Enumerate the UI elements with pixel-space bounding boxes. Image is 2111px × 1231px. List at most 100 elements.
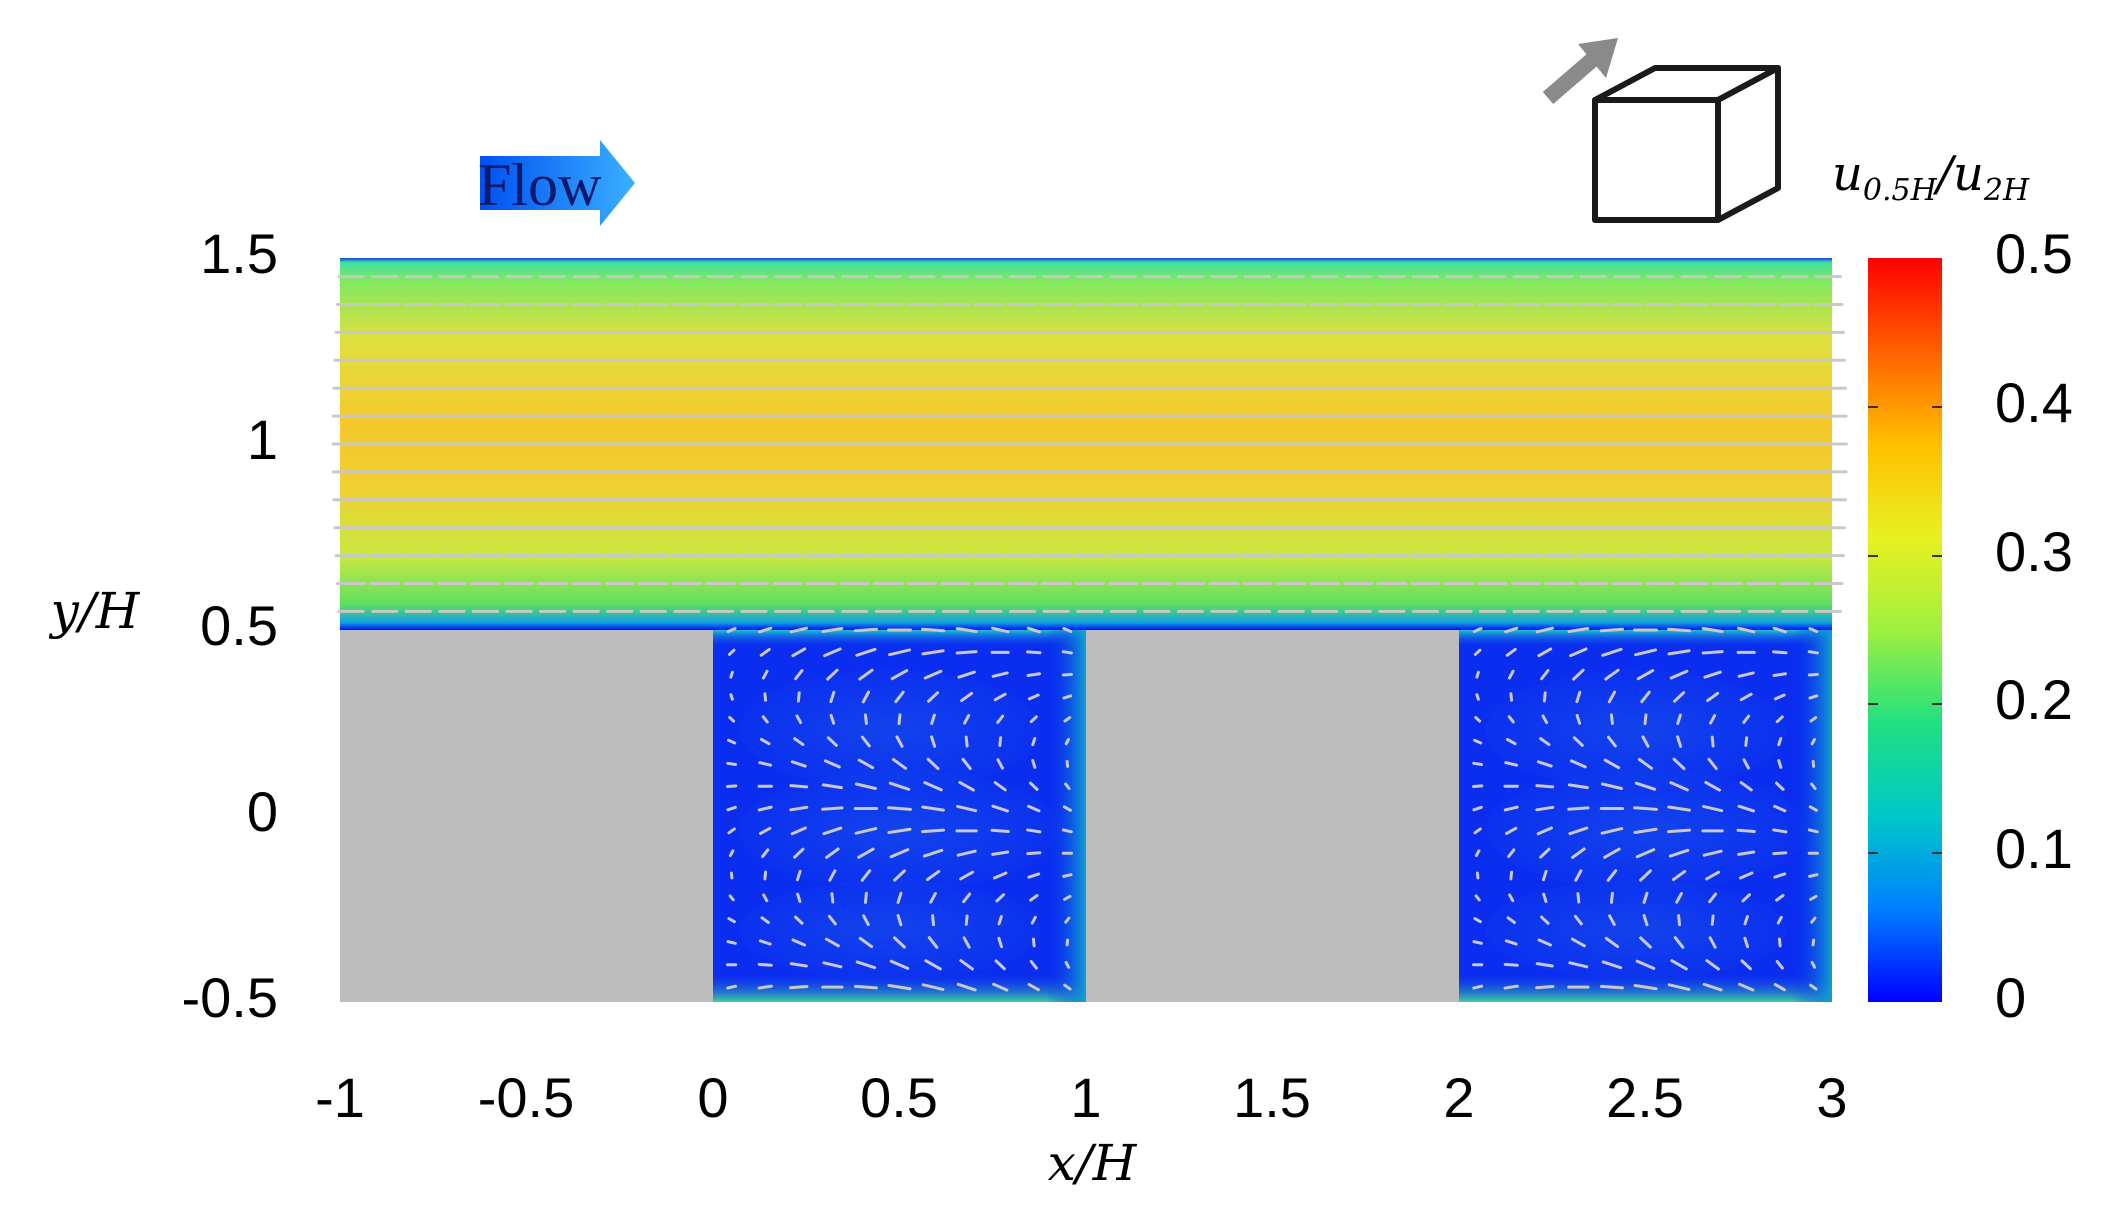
velocity-vector bbox=[1027, 693, 1040, 701]
velocity-vector bbox=[1738, 871, 1754, 880]
velocity-vector bbox=[1475, 670, 1480, 679]
velocity-vector bbox=[1504, 939, 1518, 946]
velocity-vector bbox=[796, 892, 802, 903]
velocity-vector bbox=[1633, 827, 1658, 835]
x-tick-label: 3 bbox=[1816, 1066, 1847, 1129]
velocity-vector bbox=[1708, 892, 1718, 904]
blocks bbox=[340, 630, 1459, 1002]
velocity-vector bbox=[1567, 627, 1590, 633]
velocity-vector bbox=[1667, 649, 1691, 656]
velocity-vector bbox=[1507, 848, 1516, 859]
cavity-1 bbox=[713, 630, 1086, 1002]
velocity-vector bbox=[1474, 894, 1481, 902]
velocity-vector bbox=[823, 647, 842, 658]
velocity-vector bbox=[1736, 828, 1756, 834]
velocity-vector bbox=[853, 627, 879, 633]
colorbar-tick-label: 0.4 bbox=[1995, 371, 2073, 434]
velocity-vector bbox=[921, 649, 945, 656]
velocity-vector bbox=[1508, 893, 1515, 903]
velocity-vector bbox=[726, 805, 737, 812]
velocity-vector bbox=[1509, 870, 1514, 881]
velocity-vector bbox=[1472, 626, 1483, 634]
velocity-vector bbox=[789, 626, 808, 634]
velocity-vector bbox=[1535, 805, 1555, 812]
x-tick-label: 2.5 bbox=[1606, 1066, 1684, 1129]
velocity-vector bbox=[1539, 915, 1550, 925]
velocity-vector bbox=[1063, 983, 1072, 991]
velocity-vector bbox=[1742, 714, 1751, 724]
velocity-vector bbox=[993, 692, 1007, 702]
velocity-vector bbox=[1026, 650, 1042, 655]
velocity-vector bbox=[1599, 627, 1625, 633]
velocity-vector bbox=[1810, 916, 1817, 924]
velocity-vector bbox=[1642, 914, 1649, 927]
velocity-vector bbox=[1772, 851, 1788, 856]
velocity-vector bbox=[1744, 736, 1749, 747]
velocity-vector bbox=[955, 650, 978, 655]
velocity-vector bbox=[854, 782, 877, 790]
y-tick-label: 0.5 bbox=[200, 594, 278, 657]
velocity-vector bbox=[993, 781, 1007, 792]
velocity-vector bbox=[1537, 938, 1553, 947]
velocity-vector bbox=[1062, 873, 1073, 878]
velocity-vector bbox=[793, 847, 805, 859]
velocity-vector bbox=[796, 691, 801, 703]
velocity-vector bbox=[1505, 647, 1517, 657]
velocity-vector bbox=[1029, 894, 1039, 902]
velocity-vector bbox=[829, 690, 836, 704]
velocity-vector bbox=[1809, 894, 1818, 901]
velocity-vector bbox=[758, 626, 773, 634]
velocity-vector bbox=[923, 781, 943, 792]
velocity-vector bbox=[1061, 672, 1073, 677]
velocity-vector bbox=[763, 692, 768, 702]
velocity-vector bbox=[1575, 690, 1582, 704]
velocity-vector bbox=[727, 917, 736, 924]
velocity-vector bbox=[1642, 891, 1649, 904]
velocity-vector bbox=[793, 737, 805, 747]
velocity-vector bbox=[821, 627, 844, 633]
velocity-vector bbox=[1810, 960, 1817, 969]
velocity-vector bbox=[726, 940, 737, 945]
velocity-vector bbox=[1472, 784, 1484, 789]
velocity-vector bbox=[959, 870, 975, 881]
velocity-vector bbox=[930, 735, 937, 748]
colorbar-scale bbox=[1868, 258, 1942, 1002]
velocity-vector bbox=[1031, 937, 1036, 948]
velocity-vector bbox=[757, 962, 773, 967]
colorbar-label-num-sub: 0.5H bbox=[1863, 173, 1938, 208]
velocity-vector bbox=[824, 937, 840, 948]
velocity-vector bbox=[1704, 780, 1721, 792]
velocity-vector bbox=[1807, 672, 1819, 677]
velocity-vector bbox=[1775, 894, 1785, 902]
velocity-vector bbox=[1609, 713, 1614, 726]
velocity-vector bbox=[1569, 647, 1588, 658]
velocity-vector bbox=[822, 961, 843, 969]
velocity-vector bbox=[1705, 870, 1721, 881]
flow-label: Flow bbox=[478, 152, 602, 218]
velocity-vector bbox=[1643, 713, 1648, 726]
velocity-vector bbox=[1666, 627, 1692, 633]
velocity-vector bbox=[1600, 827, 1624, 835]
velocity-vector bbox=[1571, 847, 1586, 859]
x-tick-label: 1.5 bbox=[1233, 1066, 1311, 1129]
wind-direction-arrow-icon bbox=[1542, 53, 1598, 105]
velocity-vector bbox=[1669, 781, 1689, 792]
velocity-vector bbox=[1599, 984, 1624, 990]
velocity-vector bbox=[863, 891, 868, 904]
velocity-vector bbox=[1064, 782, 1071, 791]
velocity-vector bbox=[996, 714, 1005, 724]
velocity-vector bbox=[1576, 892, 1581, 904]
velocity-vector bbox=[1737, 850, 1756, 856]
velocity-vector bbox=[896, 914, 903, 927]
velocity-vector bbox=[1710, 735, 1715, 748]
velocity-vector bbox=[998, 736, 1003, 747]
velocity-vector bbox=[1473, 917, 1482, 924]
velocity-vector bbox=[789, 805, 809, 812]
colorbar-tick-label: 0.2 bbox=[1995, 668, 2073, 731]
velocity-vector bbox=[1472, 805, 1483, 812]
velocity-vector bbox=[1064, 737, 1071, 746]
velocity-vector bbox=[1504, 626, 1519, 634]
x-tick-label: 2 bbox=[1443, 1066, 1474, 1129]
velocity-vector bbox=[964, 914, 969, 926]
velocity-vector bbox=[1542, 691, 1547, 703]
